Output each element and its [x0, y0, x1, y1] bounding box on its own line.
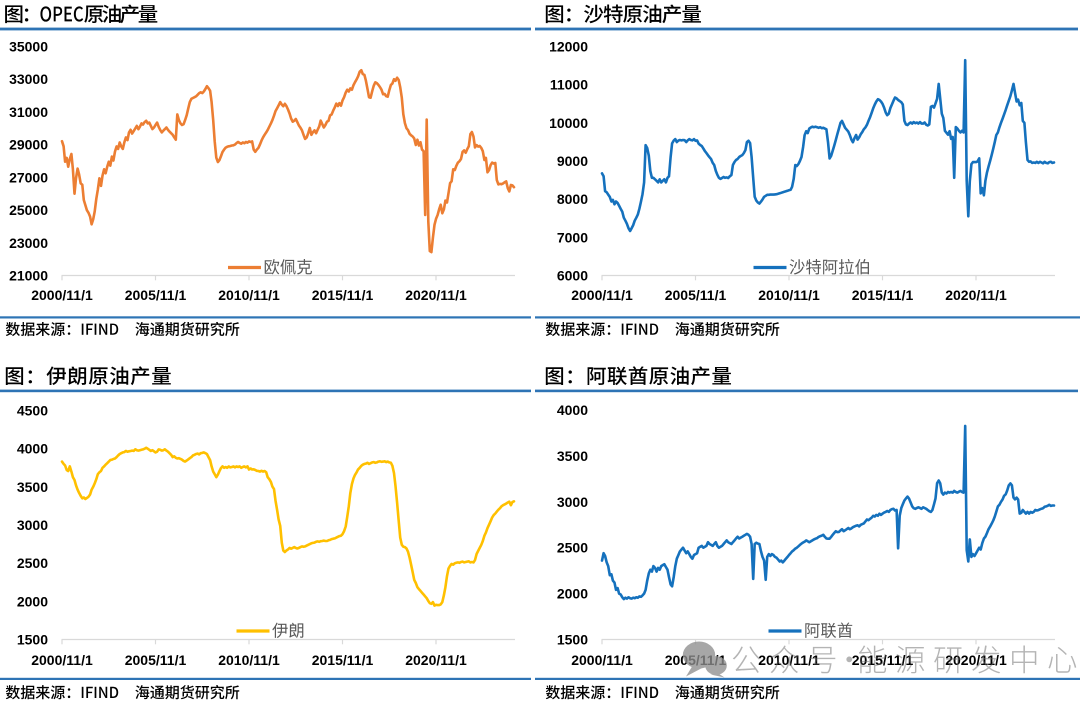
svg-text:2000/11/1: 2000/11/1 [31, 652, 93, 668]
svg-text:2015/11/1: 2015/11/1 [852, 287, 914, 303]
svg-text:2020/11/1: 2020/11/1 [405, 287, 467, 303]
svg-text:3000: 3000 [557, 494, 588, 510]
svg-text:27000: 27000 [9, 169, 48, 185]
svg-text:2000/11/1: 2000/11/1 [31, 287, 93, 303]
svg-text:3500: 3500 [17, 479, 48, 495]
svg-text:2005/11/1: 2005/11/1 [665, 287, 727, 303]
svg-text:3000: 3000 [17, 517, 48, 533]
svg-text:12000: 12000 [549, 39, 588, 55]
svg-text:2005/11/1: 2005/11/1 [125, 652, 187, 668]
svg-text:3500: 3500 [557, 448, 588, 464]
svg-text:4000: 4000 [557, 402, 588, 418]
svg-text:2005/11/1: 2005/11/1 [125, 287, 187, 303]
svg-text:2000/11/1: 2000/11/1 [571, 652, 633, 668]
svg-text:2500: 2500 [557, 540, 588, 556]
svg-text:35000: 35000 [9, 39, 48, 55]
svg-text:4500: 4500 [17, 403, 48, 419]
svg-text:6000: 6000 [557, 268, 588, 284]
svg-text:2015/11/1: 2015/11/1 [312, 287, 374, 303]
svg-text:2020/11/1: 2020/11/1 [405, 652, 467, 668]
svg-text:7000: 7000 [557, 229, 588, 245]
svg-text:1500: 1500 [557, 632, 588, 648]
svg-text:29000: 29000 [9, 137, 48, 153]
svg-text:23000: 23000 [9, 235, 48, 251]
svg-text:9000: 9000 [557, 153, 588, 169]
svg-text:11000: 11000 [550, 77, 588, 93]
svg-text:10000: 10000 [549, 115, 588, 131]
svg-text:31000: 31000 [9, 104, 48, 120]
svg-text:1500: 1500 [17, 632, 48, 648]
svg-text:2500: 2500 [17, 555, 48, 571]
svg-text:8000: 8000 [557, 191, 588, 207]
svg-text:21000: 21000 [9, 268, 48, 284]
svg-text:2000: 2000 [17, 593, 48, 609]
svg-text:2000: 2000 [557, 586, 588, 602]
svg-text:33000: 33000 [9, 71, 48, 87]
svg-text:2010/11/1: 2010/11/1 [758, 287, 820, 303]
svg-text:2000/11/1: 2000/11/1 [571, 287, 633, 303]
svg-text:2020/11/1: 2020/11/1 [945, 287, 1007, 303]
svg-text:2010/11/1: 2010/11/1 [218, 287, 280, 303]
svg-text:25000: 25000 [9, 202, 48, 218]
svg-text:2010/11/1: 2010/11/1 [218, 652, 280, 668]
svg-text:4000: 4000 [17, 441, 48, 457]
svg-text:2015/11/1: 2015/11/1 [312, 652, 374, 668]
